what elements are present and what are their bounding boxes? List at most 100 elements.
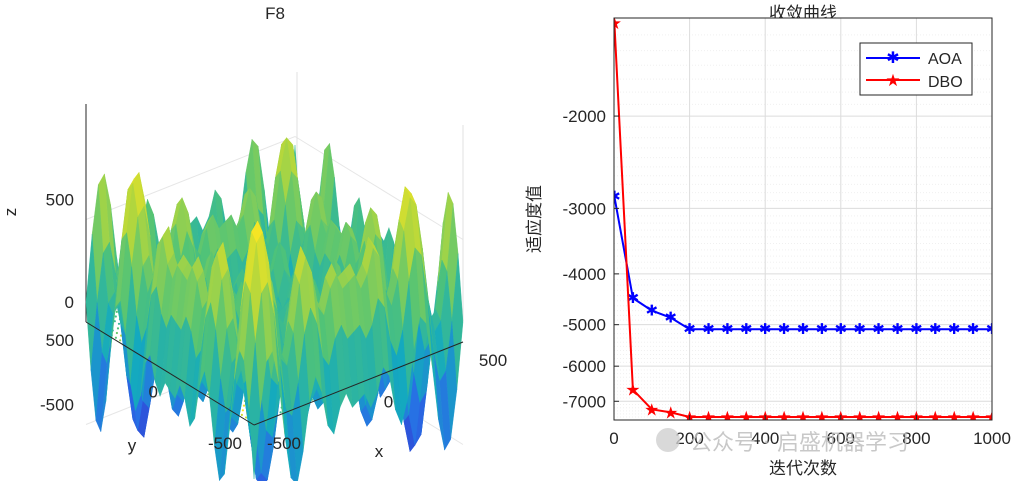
series-point-aoa: ✱ bbox=[683, 320, 696, 338]
z-tick-label: 0 bbox=[65, 293, 74, 312]
series-point-aoa: ✱ bbox=[721, 320, 734, 338]
series-point-dbo: ★ bbox=[758, 408, 773, 428]
series-point-aoa: ✱ bbox=[872, 320, 885, 338]
series-line-aoa bbox=[614, 196, 992, 331]
y-axis-line bbox=[85, 321, 255, 426]
y-tick-label: 500 bbox=[46, 331, 74, 350]
series-point-dbo: ★ bbox=[852, 408, 867, 428]
legend-label-dbo: DBO bbox=[928, 74, 963, 91]
plot-frame bbox=[613, 17, 993, 421]
x-tick-label: 500 bbox=[479, 351, 507, 370]
z-tick-label: 500 bbox=[46, 191, 74, 210]
series-point-aoa: ✱ bbox=[778, 320, 791, 338]
series-point-dbo: ★ bbox=[890, 408, 905, 428]
y-tick-label: -6000 bbox=[563, 357, 606, 376]
series-point-dbo: ★ bbox=[965, 408, 980, 428]
series-point-aoa: ✱ bbox=[853, 320, 866, 338]
series-point-dbo: ★ bbox=[776, 408, 791, 428]
y-tick-label: -5000 bbox=[563, 316, 606, 335]
series-point-dbo: ★ bbox=[739, 408, 754, 428]
series-point-aoa: ✱ bbox=[664, 309, 677, 327]
surface-plot: F8 -500 0 500 -500 0 500 -500 0 500 z y x bbox=[1, 4, 507, 481]
y-tick-label: -500 bbox=[208, 434, 242, 453]
series-point-aoa: ✱ bbox=[759, 320, 772, 338]
series-point-aoa: ✱ bbox=[816, 320, 829, 338]
y-tick-label: -2000 bbox=[563, 107, 606, 126]
contour-point bbox=[114, 336, 117, 339]
series-point-aoa: ✱ bbox=[646, 302, 659, 320]
contour-point bbox=[113, 320, 116, 323]
contour-point bbox=[115, 331, 118, 335]
contour-point bbox=[115, 310, 118, 313]
grid bbox=[613, 18, 993, 421]
y-tick-label: -4000 bbox=[563, 265, 606, 284]
series-point-aoa: ✱ bbox=[929, 320, 942, 338]
convergence-plot: 收敛曲线 ✱✱✱ ✱✱ ✱ ✱ ✱ ✱ ✱ ✱ ✱ ✱ ✱ ✱ ✱ ✱ ✱ ✱ ✱ ✱★★★ ★ ★ ★ ★ ★ ★ ★ ★ ★ ★ ★… bbox=[525, 4, 1011, 479]
z-tick-label: -500 bbox=[40, 396, 74, 415]
legend-box bbox=[859, 42, 973, 96]
series-point-dbo: ★ bbox=[928, 408, 943, 428]
wechat-icon bbox=[656, 428, 680, 452]
series-point-dbo: ★ bbox=[701, 408, 716, 428]
series-point-dbo: ★ bbox=[720, 408, 735, 428]
x-tick-label: 1000 bbox=[973, 429, 1011, 448]
series-point-aoa: ✱ bbox=[608, 188, 621, 206]
contour-point bbox=[114, 315, 117, 318]
contour-point bbox=[240, 413, 243, 416]
surface-mesh bbox=[85, 137, 464, 481]
x-axis-label-right: 迭代次数 bbox=[769, 459, 837, 479]
watermark-text: 公众号 · 启盛机器学习 bbox=[690, 431, 909, 456]
series-point-aoa: ✱ bbox=[797, 320, 810, 338]
contour-point bbox=[120, 334, 123, 337]
x-tick-label: 400 bbox=[751, 429, 779, 448]
series-point-aoa: ✱ bbox=[948, 320, 961, 338]
series-point-aoa: ✱ bbox=[891, 320, 904, 338]
x-axis-line bbox=[253, 341, 464, 426]
series-point-dbo: ★ bbox=[607, 14, 622, 34]
series-point-dbo: ★ bbox=[644, 400, 659, 420]
series-layer: ✱✱✱ ✱✱ ✱ ✱ ✱ ✱ ✱ ✱ ✱ ✱ ✱ ✱ ✱ ✱ ✱ ✱ ✱ ✱★★★ ★ ★ ★ ★ ★ ★ ★ ★ ★ ★ ★ ★ ★ ★ ★ ★… bbox=[607, 14, 999, 428]
contour-point bbox=[117, 322, 121, 325]
series-point-aoa: ✱ bbox=[835, 320, 848, 338]
x-tick-label: 0 bbox=[384, 393, 393, 412]
series-point-aoa: ✱ bbox=[627, 289, 640, 307]
series-point-dbo: ★ bbox=[833, 408, 848, 428]
contour-point bbox=[279, 411, 282, 414]
contour-point bbox=[119, 339, 122, 342]
legend-marker-dbo: ★ bbox=[885, 71, 900, 91]
series-point-aoa: ✱ bbox=[967, 320, 980, 338]
series-point-dbo: ★ bbox=[663, 403, 678, 423]
y-tick-label: -3000 bbox=[563, 199, 606, 218]
contour-point bbox=[241, 409, 244, 412]
legend-label-aoa: AOA bbox=[928, 51, 962, 68]
series-point-aoa: ✱ bbox=[986, 320, 999, 338]
contour-point bbox=[245, 416, 248, 419]
x-tick-label: 800 bbox=[902, 429, 930, 448]
y-axis-label: y bbox=[128, 436, 137, 455]
legend: ✱ AOA ★ DBO bbox=[859, 42, 973, 96]
series-point-dbo: ★ bbox=[814, 408, 829, 428]
x-tick-label: 600 bbox=[827, 429, 855, 448]
x-tick-label: 0 bbox=[609, 429, 618, 448]
y-axis-label-right: 适应度值 bbox=[525, 185, 545, 253]
series-point-dbo: ★ bbox=[682, 408, 697, 428]
contour-point bbox=[116, 327, 120, 330]
series-point-dbo: ★ bbox=[909, 408, 924, 428]
contour-point bbox=[242, 404, 246, 407]
series-point-aoa: ✱ bbox=[740, 320, 753, 338]
series-point-aoa: ✱ bbox=[910, 320, 923, 338]
series-point-dbo: ★ bbox=[947, 408, 962, 428]
x-tick-label: -500 bbox=[267, 434, 301, 453]
series-point-aoa: ✱ bbox=[702, 320, 715, 338]
series-line-dbo bbox=[614, 23, 992, 418]
legend-marker-aoa: ✱ bbox=[886, 48, 899, 67]
series-point-dbo: ★ bbox=[871, 408, 886, 428]
y-tick-label: -7000 bbox=[563, 392, 606, 411]
series-point-dbo: ★ bbox=[984, 408, 999, 428]
series-point-dbo: ★ bbox=[625, 381, 640, 401]
surface-patch bbox=[248, 342, 261, 480]
x-axis-label: x bbox=[375, 442, 384, 461]
y-tick-label: 0 bbox=[149, 383, 158, 402]
surface-title: F8 bbox=[265, 4, 285, 23]
